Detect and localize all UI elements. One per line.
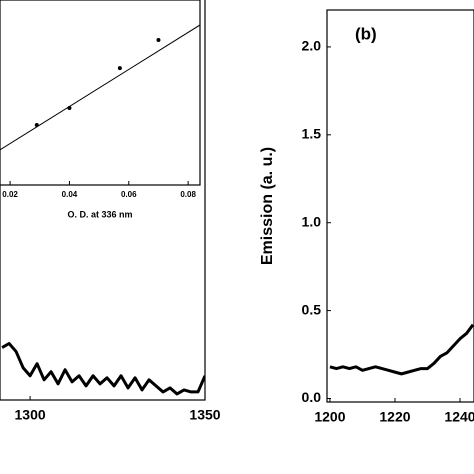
- data-point: [34, 123, 39, 128]
- x-tick-label: 1200: [314, 409, 345, 425]
- x-tick-label: 0.04: [62, 190, 78, 199]
- axes-frame: [0, 0, 206, 401]
- y-axis-label: Emission (a. u.): [259, 147, 276, 265]
- y-tick-label: 2.0: [302, 38, 322, 54]
- data-point: [117, 66, 122, 71]
- y-tick-label: 1.0: [302, 213, 322, 229]
- fit-line: [0, 24, 200, 151]
- x-tick-label: 1300: [15, 407, 46, 423]
- x-tick-label: 1220: [379, 409, 410, 425]
- x-axis-label: O. D. at 336 nm: [67, 209, 132, 219]
- axes-frame: [0, 0, 201, 186]
- data-point: [67, 106, 72, 111]
- plot-area: [1, 341, 205, 396]
- x-tick-label: 0.08: [180, 190, 196, 199]
- data-point: [156, 37, 161, 42]
- data-line: [329, 323, 474, 376]
- plot-area: [0, 24, 200, 151]
- axes-frame: [326, 9, 474, 403]
- x-tick-label: 0.06: [121, 190, 137, 199]
- x-tick-label: 0.02: [2, 190, 18, 199]
- plot-area: [329, 323, 474, 376]
- panel-label: (b): [355, 24, 377, 43]
- y-tick-label: 0.5: [302, 301, 322, 317]
- y-tick-label: 0.0: [302, 389, 322, 405]
- x-tick-label: 1350: [189, 407, 220, 423]
- y-tick-label: 1.5: [302, 126, 322, 142]
- data-line: [1, 341, 205, 396]
- x-tick-label: 1240: [444, 409, 474, 425]
